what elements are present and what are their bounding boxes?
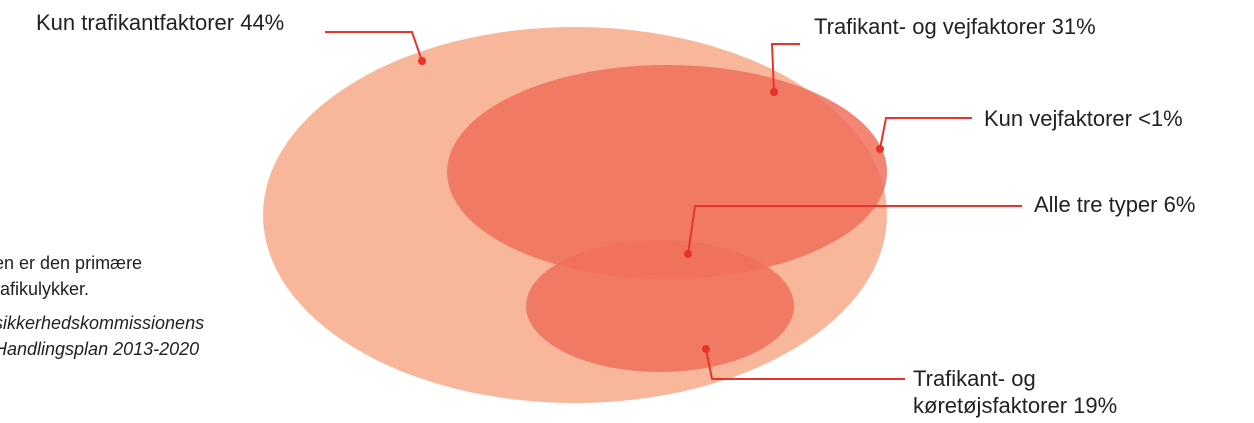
leader-dot-traffic-only — [418, 57, 426, 65]
leader-line-traffic-road — [770, 43, 800, 93]
leader-lines — [325, 31, 1022, 380]
leader-dot-traffic-vehicle — [702, 345, 710, 353]
leader-line-road-only — [879, 117, 972, 150]
ellipse-koeretoej — [526, 240, 794, 372]
side-caption: en er den primære rafikulykker. sikkerhe… — [0, 250, 334, 362]
leader-line-all-three — [687, 205, 1022, 255]
label-all-three: Alle tre typer 6% — [1034, 192, 1195, 217]
leader-dot-all-three — [684, 250, 692, 258]
caption-line-2: rafikulykker. — [0, 279, 90, 299]
ellipse-vej — [447, 65, 887, 279]
leader-dot-traffic-road — [770, 88, 778, 96]
source-line-1: sikkerhedskommissionens — [0, 313, 205, 333]
source-line-2: Handlingsplan 2013-2020 — [0, 339, 200, 359]
label-traffic-vehicle-line1: Trafikant- og — [913, 366, 1036, 391]
label-traffic-only: Kun trafikantfaktorer 44% — [36, 10, 284, 35]
label-traffic-road: Trafikant- og vejfaktorer 31% — [814, 14, 1096, 39]
caption-line-1: en er den primære — [0, 253, 143, 273]
leader-dot-road-only — [876, 145, 884, 153]
label-road-only: Kun vejfaktorer <1% — [984, 106, 1183, 131]
leader-line-traffic-vehicle — [705, 348, 905, 380]
leader-dots — [418, 57, 884, 353]
leader-line-traffic-only — [325, 31, 423, 62]
label-traffic-vehicle-line2: køretøjsfaktorer 19% — [913, 393, 1117, 418]
